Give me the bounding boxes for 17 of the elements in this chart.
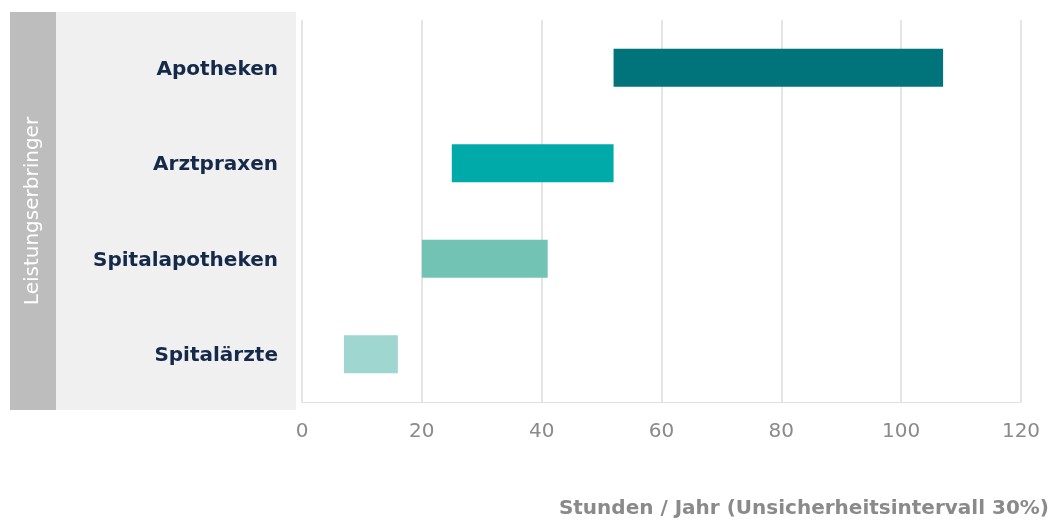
x-tick-label: 40: [528, 418, 555, 442]
bar: [451, 144, 614, 183]
y-tick-label: Spitalärzte: [154, 342, 278, 367]
x-tick-label: 20: [409, 418, 435, 442]
bar: [613, 48, 944, 87]
x-tick-label: 80: [768, 418, 795, 442]
y-tick-label: Arztpraxen: [153, 151, 278, 176]
y-tick-label: Spitalapotheken: [93, 246, 278, 271]
x-tick-label: 0: [295, 418, 309, 442]
x-tick-label: 100: [882, 418, 921, 442]
y-axis-title: Leistungserbringer: [19, 116, 43, 306]
bar: [343, 335, 398, 374]
x-axis-title: Stunden / Jahr (Unsicherheitsintervall 30%): [558, 495, 1050, 519]
bar: [421, 239, 548, 278]
y-tick-label: Apotheken: [156, 55, 278, 80]
x-tick-label: 60: [648, 418, 675, 442]
x-tick-label: 120: [1001, 418, 1041, 442]
